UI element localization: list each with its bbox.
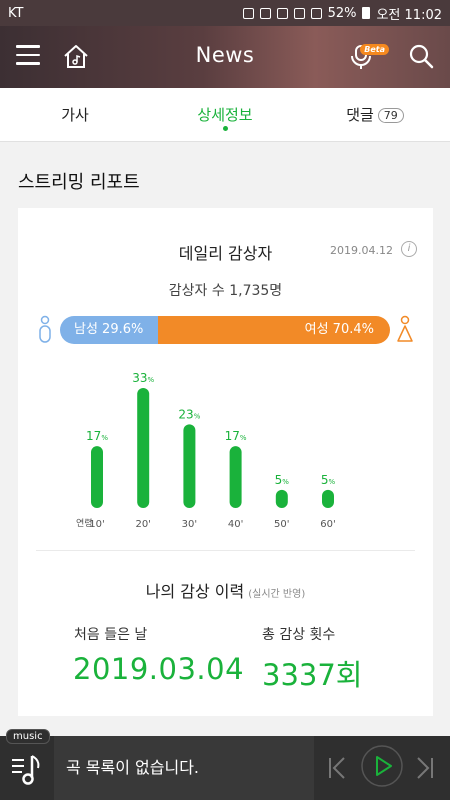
age-tick-label: 60': [320, 519, 335, 530]
signal-icon: [310, 7, 322, 19]
bar-value-label: 17%: [225, 429, 247, 443]
age-tick-label: 30': [182, 519, 197, 530]
age-bar: [275, 489, 288, 508]
music-tag: music: [6, 729, 50, 744]
comment-count-badge: 79: [377, 108, 404, 123]
hd-icon: [276, 7, 288, 19]
clock: 오전 11:02: [376, 7, 442, 23]
bar-value-label: 23%: [178, 407, 200, 421]
history-subtitle: (실시간 반영): [248, 589, 306, 600]
section-title: 스트리밍 리포트: [18, 172, 140, 193]
age-tick-label: 20': [135, 519, 150, 530]
tab-lyrics[interactable]: 가사: [0, 88, 150, 141]
now-playing-text[interactable]: 곡 목록이 없습니다.: [54, 736, 314, 800]
active-tab-indicator: [222, 126, 228, 131]
age-bar: [229, 446, 242, 508]
female-icon: [397, 315, 413, 342]
first-listen-date: 2019.03.04: [73, 652, 245, 686]
tab-bar: 가사 상세정보 댓글 79: [0, 88, 450, 142]
bar-value-label: 5%: [275, 473, 290, 487]
tab-label: 댓글: [346, 106, 374, 124]
bar-value-label: 33%: [132, 371, 154, 385]
total-plays-count: 3337회: [262, 658, 363, 692]
next-icon[interactable]: [414, 748, 436, 788]
tab-details[interactable]: 상세정보: [150, 88, 300, 141]
tab-label: 가사: [61, 106, 89, 124]
wifi-icon: [293, 7, 305, 19]
search-icon[interactable]: [408, 43, 434, 69]
listener-count: 감상자 수 1,735명: [168, 283, 283, 299]
mute-icon: [259, 7, 271, 19]
daily-listeners-title: 데일리 감상자: [178, 244, 273, 263]
bar-value-label: 5%: [321, 473, 336, 487]
age-tick-label: 50': [274, 519, 289, 530]
history-title-text: 나의 감상 이력: [145, 582, 245, 601]
play-button[interactable]: [360, 744, 404, 788]
info-icon[interactable]: i: [401, 241, 417, 257]
age-bar: [137, 388, 150, 508]
age-bar-chart: 17% 10' 33% 20' 23% 30' 17% 40' 5% 50' 5% 60': [86, 371, 336, 530]
divider: [36, 550, 415, 551]
age-bar: [183, 424, 196, 508]
previous-icon[interactable]: [326, 748, 348, 788]
total-plays-label: 총 감상 횟수: [262, 627, 336, 643]
age-bar: [322, 489, 334, 508]
app-header: News Beta: [0, 26, 450, 88]
nfc-icon: [242, 7, 254, 19]
page-title: News: [195, 43, 255, 67]
age-tick-label: 40': [228, 519, 243, 530]
gender-ratio-bar: 남성 29.6% 여성 70.4%: [60, 316, 390, 344]
beta-badge: Beta: [360, 44, 389, 55]
battery-percent: 52%: [327, 5, 357, 21]
history-title: 나의 감상 이력 (실시간 반영): [18, 578, 433, 602]
female-segment: 여성 70.4%: [157, 316, 390, 344]
playlist-icon[interactable]: [10, 752, 46, 788]
menu-icon[interactable]: [16, 45, 40, 67]
carrier-label: KT: [8, 5, 24, 21]
age-tick-label: 10': [89, 519, 104, 530]
tab-comments[interactable]: 댓글 79: [300, 88, 450, 141]
age-bar: [91, 446, 103, 508]
report-date: 2019.04.12: [330, 244, 393, 257]
first-listen-label: 처음 들은 날: [74, 627, 148, 643]
home-icon[interactable]: [62, 42, 90, 70]
battery-icon: [362, 7, 371, 19]
male-icon: [39, 315, 51, 343]
streaming-report-card: 데일리 감상자 2019.04.12 i 감상자 수 1,735명 남성 29.…: [18, 208, 433, 716]
male-segment: 남성 29.6%: [60, 316, 158, 344]
status-bar: KT 52% 오전 11:02: [0, 0, 450, 26]
bar-value-label: 17%: [86, 429, 108, 443]
tab-label: 상세정보: [197, 106, 253, 124]
chart-axis-label: 연령: [76, 519, 93, 529]
